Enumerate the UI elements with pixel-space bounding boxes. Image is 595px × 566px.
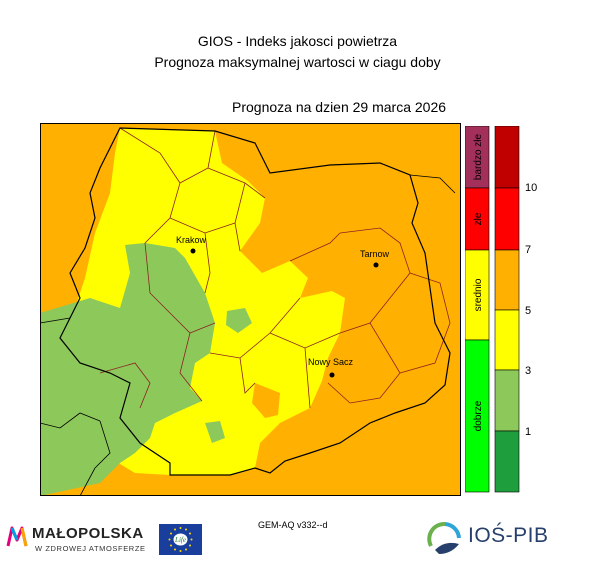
ios-pib-mark-icon xyxy=(427,522,461,554)
legend-label-bardzo-zle: bardzo złe xyxy=(473,133,484,180)
malopolska-subtitle: W ZDROWEJ ATMOSFERZE xyxy=(35,544,146,553)
forecast-date: Prognoza na dzien 29 marca 2026 xyxy=(232,99,447,115)
malopolska-logo: MAŁOPOLSKA W ZDROWEJ ATMOSFERZE xyxy=(6,522,156,558)
zone-dobry-patch-2 xyxy=(205,421,225,443)
voivodeship-border xyxy=(59,127,451,476)
zone-dostateczny-patch xyxy=(252,383,280,418)
zone-dobry xyxy=(40,243,215,496)
scale-tick: 1 xyxy=(525,426,531,438)
legend-category-dobrze xyxy=(465,339,490,493)
model-label: GEM-AQ v332--d xyxy=(258,520,328,530)
ios-pib-logo: IOŚ-PIB xyxy=(425,518,565,558)
malopolska-wordmark: MAŁOPOLSKA xyxy=(32,525,144,542)
region-boundaries xyxy=(40,174,456,496)
city-label: Tarnow xyxy=(360,249,390,259)
city-krakow: Krakow xyxy=(176,235,207,254)
legend: bardzo złe złe srednio dobrze 10 7 5 3 1 xyxy=(465,126,537,493)
eu-life-label: Life xyxy=(174,536,186,544)
legend-label-srednio: srednio xyxy=(473,278,484,311)
city-nowy-sacz: Nowy Sacz xyxy=(308,357,354,378)
legend-category-zle xyxy=(465,187,490,251)
city-label: Nowy Sacz xyxy=(308,357,354,367)
scale-segment-2 xyxy=(494,369,520,432)
scale-tick: 3 xyxy=(525,365,531,377)
district-boundaries xyxy=(99,127,451,409)
air-quality-map: Krakow Tarnow Nowy Sacz xyxy=(40,123,461,496)
scale-segment-3 xyxy=(494,309,520,371)
scale-segment-1 xyxy=(494,430,520,493)
ios-pib-wordmark: IOŚ-PIB xyxy=(468,524,549,547)
legend-category-bardzo-zle xyxy=(465,126,490,189)
scale-tick: 7 xyxy=(525,244,531,256)
legend-label-zle: złe xyxy=(473,212,484,225)
eu-stars-icon xyxy=(168,527,193,552)
legend-label-dobrze: dobrze xyxy=(473,400,484,431)
title-line-1: GIOS - Indeks jakosci powietrza xyxy=(197,33,398,49)
eu-life-logo: Life xyxy=(159,524,202,555)
scale-segment-6 xyxy=(494,126,520,189)
scale-tick: 10 xyxy=(525,182,537,194)
scale-segment-4 xyxy=(494,249,520,311)
title-line-2: Prognoza maksymalnej wartosci w ciagu do… xyxy=(154,54,441,70)
city-tarnow: Tarnow xyxy=(360,249,390,268)
zone-dobry-patch xyxy=(226,308,252,333)
malopolska-mark-icon xyxy=(6,526,28,547)
city-label: Krakow xyxy=(176,235,207,245)
scale-tick: 5 xyxy=(525,305,531,317)
scale-segment-5 xyxy=(494,187,520,251)
